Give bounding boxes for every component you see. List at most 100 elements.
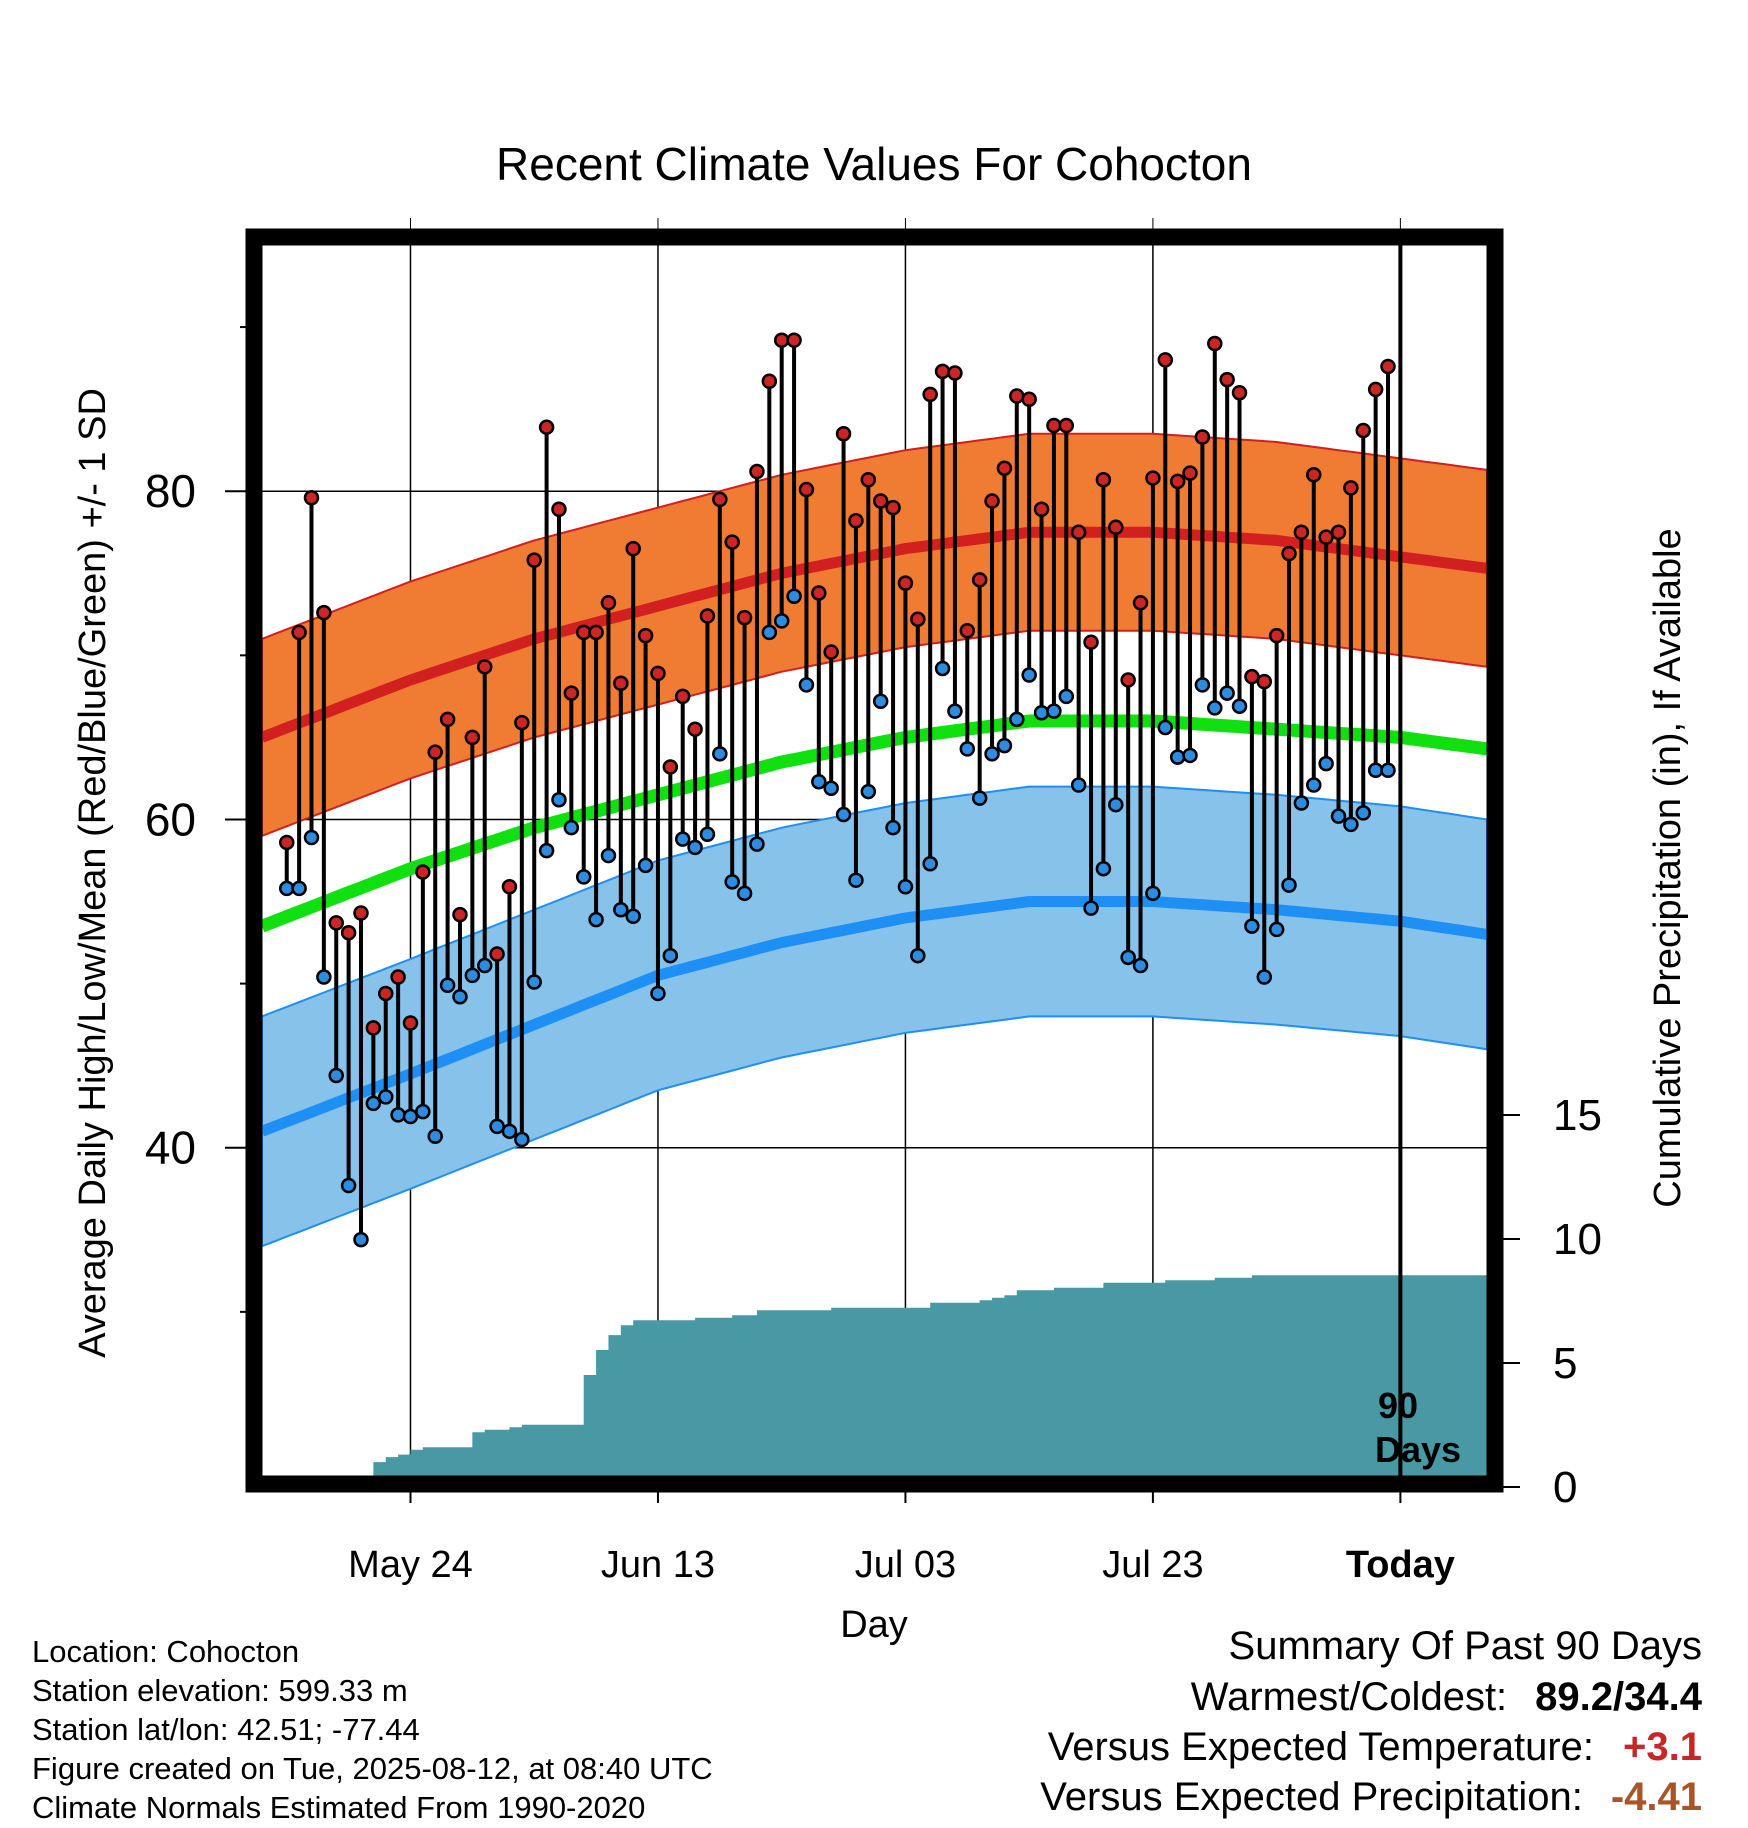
low-point [922, 856, 938, 872]
high-point [724, 534, 740, 550]
low-point [1318, 755, 1334, 772]
y2-tick-label-2: 10 [1553, 1215, 1602, 1264]
high-point [1021, 391, 1037, 408]
low-point [1194, 677, 1211, 693]
low-point [1231, 698, 1248, 714]
precipitation-area [286, 1275, 1488, 1487]
x-tick-label-0: May 24 [348, 1544, 473, 1586]
normal-bands-layer [259, 432, 1488, 1248]
low-point [625, 908, 641, 925]
high-point [674, 688, 691, 705]
high-point [922, 386, 938, 403]
high-point [377, 985, 394, 1002]
low-point [1330, 808, 1347, 824]
low-point [996, 737, 1013, 754]
high-point [971, 572, 988, 588]
low-point [439, 977, 456, 993]
low-point [650, 985, 666, 1002]
high-point [365, 1020, 382, 1036]
y2-axis-label: Cumulative Precipitation (in), If Availa… [1647, 528, 1689, 1207]
high-point [575, 624, 592, 641]
high-point [1182, 465, 1198, 481]
low-point [390, 1107, 406, 1123]
low-point [798, 677, 815, 693]
high-point [316, 604, 332, 621]
created-line: Figure created on Tue, 2025-08-12, at 08… [32, 1751, 713, 1786]
high-point [551, 501, 567, 518]
high-point [712, 491, 728, 508]
x-tick-label-4: Today [1346, 1544, 1455, 1586]
low-point [365, 1095, 382, 1112]
high-point [1256, 673, 1273, 690]
low-point [340, 1177, 357, 1194]
y-axis-label: Average Daily High/Low/Mean (Red/Blue/Gr… [72, 388, 114, 1358]
low-point [476, 957, 493, 974]
high-point [662, 759, 679, 775]
high-point [1120, 672, 1136, 688]
low-point [724, 874, 740, 890]
high-point [1293, 524, 1310, 540]
warmest-value: 89.2/34.4 [1535, 1675, 1702, 1719]
high-point [1306, 467, 1322, 483]
low-point [452, 988, 468, 1005]
normal-high-line [260, 526, 1488, 743]
elevation-line: Station elevation: 599.33 m [32, 1673, 408, 1708]
high-point [934, 363, 951, 380]
high-point [860, 471, 877, 488]
high-point [402, 1015, 419, 1031]
temp-value: +3.1 [1623, 1725, 1702, 1769]
precip-label: Versus Expected Precipitation: [1040, 1775, 1583, 1819]
high-point [291, 624, 307, 641]
low-point [613, 901, 629, 918]
high-point [786, 332, 802, 348]
low-point [823, 780, 839, 797]
high-point [1009, 388, 1025, 404]
high-point [415, 864, 431, 880]
high-point [897, 575, 914, 591]
low-point [278, 880, 295, 897]
low-point [749, 836, 765, 852]
low-point [662, 947, 679, 964]
precip-value: -4.41 [1610, 1775, 1702, 1819]
low-point [464, 967, 481, 984]
low-point [1108, 796, 1124, 813]
high-point [959, 622, 976, 639]
low-point [1219, 685, 1235, 701]
low-point [761, 624, 778, 641]
low-point [1157, 719, 1174, 736]
low-point [971, 790, 988, 806]
high-point [427, 744, 443, 760]
high-point [1343, 480, 1359, 496]
low-point [674, 831, 691, 847]
summary-warmest-row: Warmest/Coldest: 89.2/34.4 [1040, 1672, 1702, 1722]
low-point [427, 1128, 443, 1144]
low-point [353, 1231, 369, 1248]
high-point [1207, 335, 1223, 352]
low-point [811, 773, 827, 790]
frame-layer [245, 228, 1504, 1493]
high-point [1355, 422, 1372, 439]
high-point [1033, 501, 1050, 518]
low-point [600, 847, 617, 864]
low-point [1169, 749, 1186, 765]
high-point [872, 493, 889, 509]
low-point [1083, 900, 1099, 916]
high-point [1244, 668, 1260, 685]
high-point [501, 879, 518, 895]
low-point [1244, 918, 1260, 934]
high-point [303, 490, 320, 506]
low-point [291, 880, 307, 897]
high-point [761, 373, 778, 389]
y2-tick-label-0: 0 [1553, 1463, 1577, 1512]
plot-frame [245, 228, 1504, 1493]
today-label-line2: Days [1375, 1429, 1461, 1470]
low-point [501, 1123, 518, 1140]
high-point [910, 611, 926, 627]
high-point [1157, 352, 1174, 368]
high-point [1046, 417, 1062, 434]
low-point [575, 869, 592, 885]
normal-mean-line [259, 714, 1488, 933]
low-point [1145, 885, 1161, 902]
low-point [1132, 957, 1149, 974]
